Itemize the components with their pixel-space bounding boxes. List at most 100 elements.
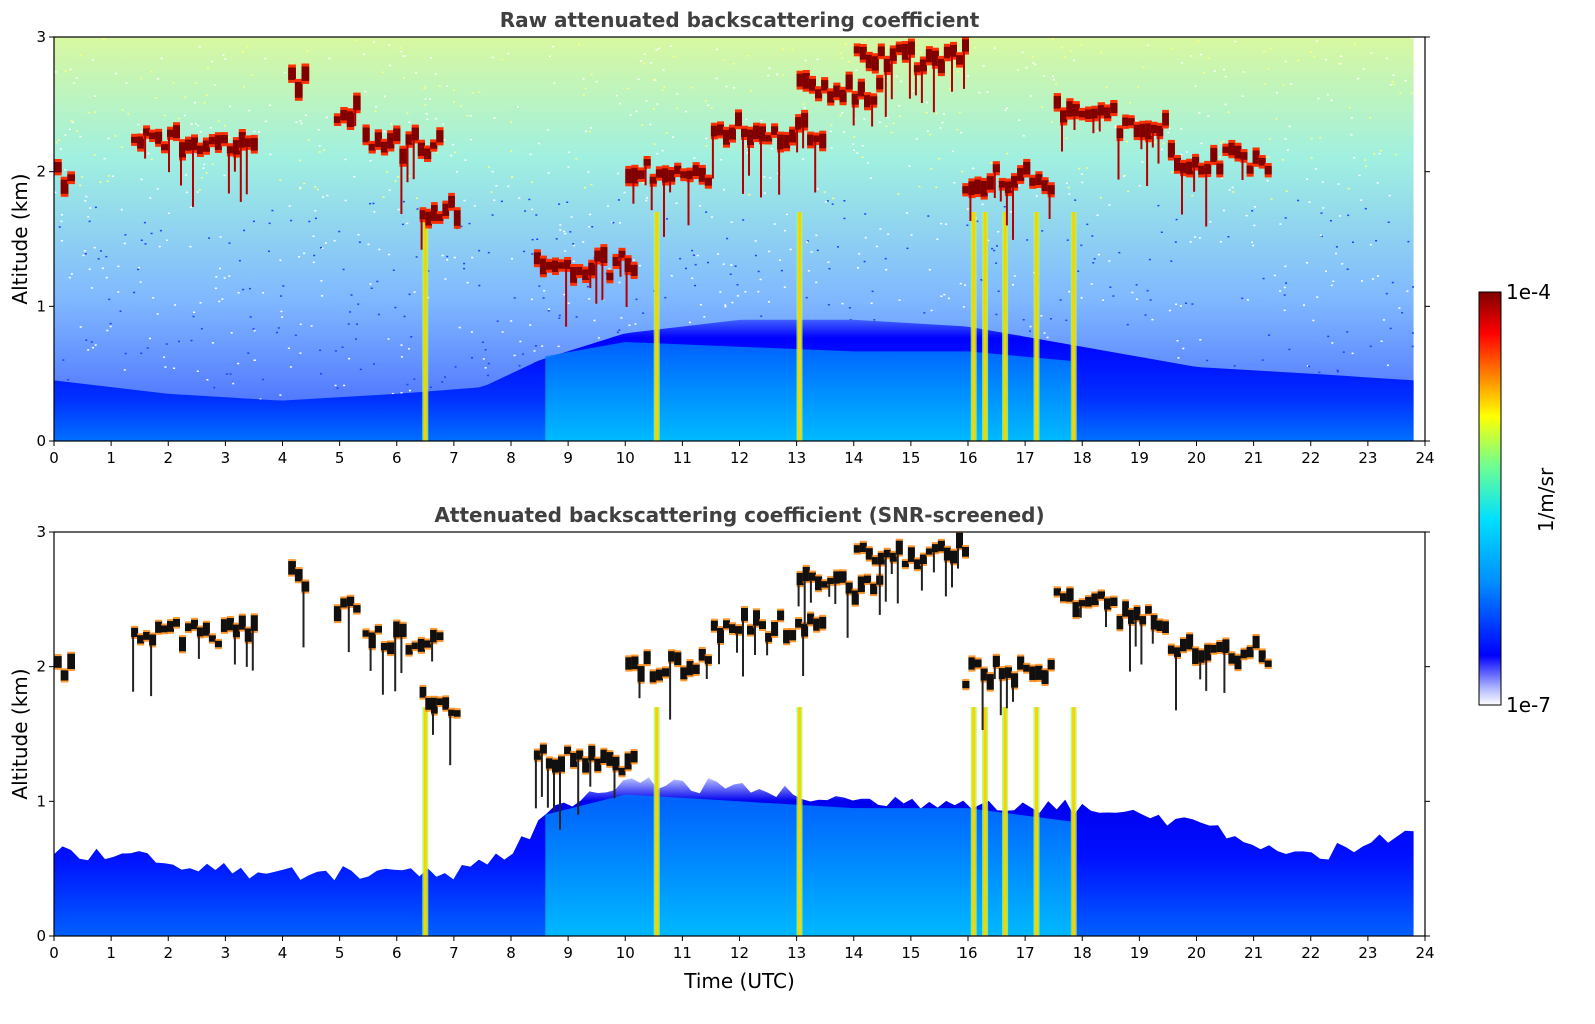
noise-speck <box>1078 167 1081 170</box>
noise-speck <box>1180 128 1183 130</box>
cloud-core <box>155 621 163 633</box>
cloud-core <box>1066 588 1074 602</box>
noise-speck <box>653 143 656 145</box>
raw-axis-ticks: 0 1 2 3 4 5 6 7 8 9 10 11 12 13 14 15 16 17 18 19 20 21 22 23 24… <box>36 28 1434 467</box>
noise-speck <box>264 120 267 123</box>
cloud-core <box>353 95 361 111</box>
noise-speck <box>782 74 785 76</box>
noise-speck <box>1268 138 1271 140</box>
cloud-fallstreak <box>394 637 397 692</box>
noise-speck <box>895 75 898 78</box>
noise-speck <box>912 90 915 92</box>
noise-speck <box>759 278 762 281</box>
noise-speck <box>1387 221 1390 223</box>
noise-speck <box>1399 92 1402 94</box>
cloud-core <box>582 758 590 773</box>
cloud-core <box>815 89 823 99</box>
noise-speck <box>79 184 82 187</box>
noise-speck <box>546 129 549 131</box>
noise-speck <box>427 270 430 272</box>
cloud-core <box>1264 166 1272 175</box>
cloud-core <box>717 628 724 643</box>
cloud-fallstreak <box>802 636 805 676</box>
cloud-core <box>998 180 1006 188</box>
noise-speck <box>652 79 655 81</box>
noise-speck <box>275 331 278 334</box>
cloud-fallstreak <box>1005 193 1008 226</box>
noise-speck <box>852 143 855 145</box>
cloud-core <box>777 610 785 621</box>
noise-speck <box>342 268 345 271</box>
x-tick-label: 5 <box>335 944 345 962</box>
cloud-fallstreak <box>540 753 543 797</box>
noise-speck <box>1310 51 1312 53</box>
noise-speck <box>109 325 112 328</box>
screened-cloud-layer <box>853 532 969 615</box>
noise-speck <box>281 316 284 318</box>
noise-speck <box>1325 270 1327 272</box>
noise-speck <box>1318 371 1321 374</box>
noise-speck <box>590 127 592 129</box>
cloud-fallstreak <box>1048 194 1051 219</box>
noise-speck <box>353 176 356 178</box>
cloud-fallstreak <box>1092 118 1095 134</box>
cloud-core <box>1145 606 1152 614</box>
cloud-core <box>131 627 139 637</box>
noise-speck <box>1080 44 1083 46</box>
noise-speck <box>214 287 217 289</box>
cloud-core <box>643 159 651 166</box>
noise-speck <box>1313 55 1316 58</box>
cloud-core <box>1035 665 1043 680</box>
cloud-fallstreak <box>766 642 769 656</box>
cloud-core <box>552 260 559 272</box>
noise-speck <box>760 119 763 122</box>
cloud-core <box>789 129 797 143</box>
noise-speck <box>1197 40 1200 43</box>
noise-speck <box>567 166 570 168</box>
noise-speck <box>373 211 376 213</box>
cloud-fallstreak <box>534 759 537 809</box>
cloud-core <box>1210 644 1218 653</box>
cloud-core <box>877 46 885 57</box>
cloud-core <box>185 139 192 151</box>
noise-speck <box>531 238 534 241</box>
noise-speck <box>324 242 327 244</box>
noise-speck <box>1198 112 1201 114</box>
noise-speck <box>399 47 402 49</box>
noise-speck <box>1185 151 1188 153</box>
cloud-fallstreak <box>251 630 254 671</box>
noise-speck <box>857 267 859 269</box>
cloud-core <box>594 758 602 772</box>
screened-cloud-layer <box>131 613 258 697</box>
noise-speck <box>242 85 245 88</box>
cloud-core <box>962 681 970 689</box>
cloud-core <box>962 186 970 194</box>
noise-speck <box>1046 336 1049 339</box>
noise-speck <box>1288 125 1291 128</box>
noise-speck <box>155 97 158 99</box>
noise-speck <box>982 65 985 67</box>
noise-speck <box>616 94 618 97</box>
noise-speck <box>1286 149 1289 151</box>
cloud-fallstreak <box>644 165 647 186</box>
noise-speck <box>511 258 513 260</box>
noise-speck <box>442 123 445 125</box>
cloud-core <box>729 624 736 633</box>
noise-speck <box>438 85 441 87</box>
cloud-core <box>735 626 742 634</box>
noise-speck <box>338 230 341 233</box>
noise-speck <box>107 175 110 177</box>
cloud-core <box>431 697 438 714</box>
cloud-core <box>741 128 748 137</box>
noise-speck <box>557 345 560 348</box>
noise-speck <box>1222 140 1225 143</box>
cloud-core <box>1097 591 1105 599</box>
cloud-core <box>1222 146 1230 153</box>
noise-speck <box>1391 81 1394 83</box>
noise-speck <box>806 241 809 243</box>
noise-speck <box>590 73 593 76</box>
cloud-core <box>931 50 939 66</box>
noise-speck <box>1337 183 1340 185</box>
cloud-core <box>950 44 957 57</box>
noise-speck <box>374 110 377 112</box>
